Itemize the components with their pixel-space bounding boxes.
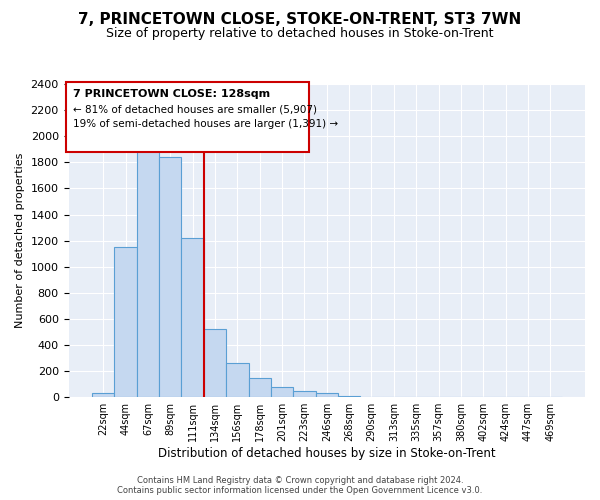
Bar <box>115 247 137 397</box>
Bar <box>181 238 204 397</box>
Text: Contains public sector information licensed under the Open Government Licence v3: Contains public sector information licen… <box>118 486 482 495</box>
Bar <box>316 392 338 397</box>
Bar <box>361 396 383 397</box>
Text: 19% of semi-detached houses are larger (1,391) →: 19% of semi-detached houses are larger (… <box>73 119 338 129</box>
Text: Size of property relative to detached houses in Stoke-on-Trent: Size of property relative to detached ho… <box>106 28 494 40</box>
Y-axis label: Number of detached properties: Number of detached properties <box>15 153 25 328</box>
Bar <box>248 378 271 397</box>
Text: 7 PRINCETOWN CLOSE: 128sqm: 7 PRINCETOWN CLOSE: 128sqm <box>73 89 271 99</box>
Bar <box>338 396 361 397</box>
Text: ← 81% of detached houses are smaller (5,907): ← 81% of detached houses are smaller (5,… <box>73 104 317 114</box>
Bar <box>226 362 248 397</box>
Bar <box>204 330 226 397</box>
Bar <box>293 392 316 397</box>
Text: 7, PRINCETOWN CLOSE, STOKE-ON-TRENT, ST3 7WN: 7, PRINCETOWN CLOSE, STOKE-ON-TRENT, ST3… <box>79 12 521 28</box>
Bar <box>137 142 159 397</box>
Bar <box>92 394 115 397</box>
X-axis label: Distribution of detached houses by size in Stoke-on-Trent: Distribution of detached houses by size … <box>158 447 496 460</box>
Bar <box>271 387 293 397</box>
Bar <box>159 157 181 397</box>
Text: Contains HM Land Registry data © Crown copyright and database right 2024.: Contains HM Land Registry data © Crown c… <box>137 476 463 485</box>
